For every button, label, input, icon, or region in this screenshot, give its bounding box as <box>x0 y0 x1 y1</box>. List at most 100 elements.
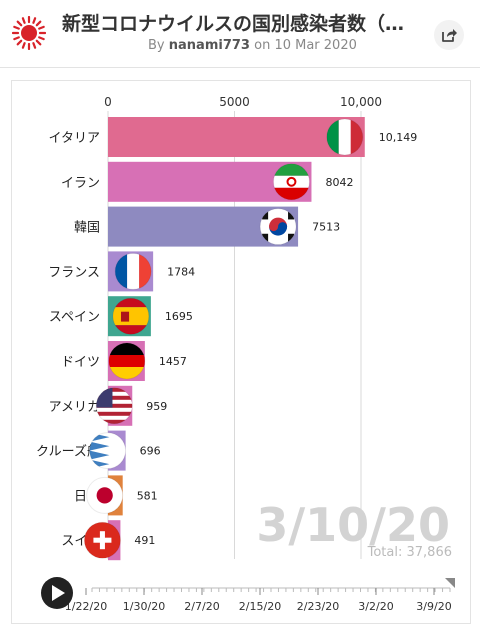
timeline-date-label: 1/30/20 <box>123 600 165 613</box>
bar <box>108 117 365 157</box>
flag-part <box>108 367 145 379</box>
category-label: アメリカ <box>49 400 100 415</box>
category-label: 韓国 <box>74 221 100 236</box>
germany-flag-icon <box>108 343 145 379</box>
byline-prefix: By <box>148 38 165 53</box>
timeline-date-label: 1/22/20 <box>65 600 107 613</box>
timeline-date-label: 3/9/20 <box>416 600 451 613</box>
page-title: 新型コロナウイルスの国別感染者数（中… <box>62 13 422 35</box>
flag-outline <box>83 521 121 559</box>
flag-stripe <box>96 415 133 421</box>
header: 新型コロナウイルスの国別感染者数（中… By nanami773 on 10 M… <box>0 0 480 66</box>
bar-chart-race: 0 5000 10,000 イタリア 10,149 イラン 8042 韓国 7513 フランス 17… <box>36 95 455 613</box>
flag-part <box>350 119 363 155</box>
value-label: 491 <box>134 534 155 547</box>
timeline-date-label: 2/7/20 <box>184 600 219 613</box>
flag-part <box>108 343 145 355</box>
category-label: クルーズ船 <box>36 444 100 460</box>
trigram <box>288 211 295 220</box>
flag-outline <box>259 208 297 246</box>
value-label: 581 <box>137 489 158 502</box>
trigram <box>262 233 269 242</box>
flag-outline <box>114 252 152 290</box>
timeline-date-label: 3/2/20 <box>358 600 393 613</box>
taegeuk-dot <box>269 222 279 232</box>
flag-stripe <box>96 411 133 417</box>
flag-outline <box>95 387 133 425</box>
category-label: スペイン <box>49 310 100 325</box>
current-date-watermark: 3/10/20 <box>256 498 450 552</box>
south-korea-flag-icon <box>260 208 297 245</box>
category-label: イラン <box>61 176 100 191</box>
category-label: ドイツ <box>61 355 100 370</box>
play-icon <box>52 585 65 601</box>
flag-outline <box>108 342 146 380</box>
category-label: フランス <box>48 265 100 280</box>
flag-part <box>115 253 128 290</box>
flag-part <box>139 253 152 290</box>
timeline-date-label: 2/23/20 <box>297 600 339 613</box>
x-tick-label: 5000 <box>219 95 250 109</box>
italy-flag-icon <box>326 119 363 155</box>
share-icon <box>442 29 457 42</box>
flag-part <box>273 163 310 176</box>
flag-outline <box>326 118 364 156</box>
flag-stripe <box>96 395 133 401</box>
flag-part <box>112 298 149 308</box>
header-divider <box>0 67 480 68</box>
trigram <box>262 211 269 220</box>
france-flag-icon <box>115 253 152 290</box>
value-label: 1457 <box>159 355 187 368</box>
timeline-handle[interactable] <box>445 578 455 588</box>
japan-flag-icon <box>86 477 123 514</box>
flag-outline <box>86 476 124 514</box>
spain-flag-icon <box>112 298 149 335</box>
flag-part <box>273 187 310 200</box>
total-count: Total: 37,866 <box>367 545 452 560</box>
value-label: 959 <box>146 400 167 413</box>
share-button[interactable] <box>434 20 464 50</box>
flag-stripe <box>96 387 133 393</box>
flag-outline <box>89 432 127 470</box>
flag-part <box>326 119 339 155</box>
flag-cross <box>93 537 112 543</box>
flag-outline <box>272 163 310 201</box>
category-label: イタリア <box>49 131 100 146</box>
author-link[interactable]: nanami773 <box>168 38 250 53</box>
flag-stripe <box>96 419 133 424</box>
value-label: 696 <box>140 445 161 458</box>
value-label: 7513 <box>312 221 340 234</box>
hinomaru <box>96 487 113 504</box>
value-label: 8042 <box>325 176 353 189</box>
flag-part <box>112 307 149 326</box>
value-label: 10,149 <box>379 131 418 144</box>
flag-outline <box>112 297 150 335</box>
timeline-date-label: 2/15/20 <box>239 600 281 613</box>
flag-emblem <box>286 176 297 187</box>
byline-on: on <box>254 38 271 53</box>
play-button[interactable] <box>41 577 73 609</box>
flag-stripe <box>96 403 133 409</box>
flag-stripe <box>96 407 133 413</box>
byline: By nanami773 on 10 Mar 2020 <box>148 38 357 53</box>
flag-part <box>338 119 351 155</box>
publish-date: 10 Mar 2020 <box>274 38 357 53</box>
flag-stripe <box>96 391 133 397</box>
x-tick-label: 0 <box>104 95 112 109</box>
trigram <box>288 233 295 242</box>
wave-shape <box>89 450 110 460</box>
flag-part <box>112 325 149 335</box>
flag-stripe <box>96 399 133 405</box>
flag-part <box>273 175 310 188</box>
x-tick-label: 10,000 <box>340 95 382 109</box>
value-label: 1695 <box>165 310 193 323</box>
flag-part <box>108 355 145 367</box>
wave-shape <box>89 441 110 451</box>
red-sun-logo-icon <box>12 16 46 50</box>
flag-part <box>127 253 140 290</box>
taegeuk-dot <box>278 222 288 232</box>
flag-emblem <box>120 311 130 322</box>
value-label: 1784 <box>167 265 195 278</box>
iran-flag-icon <box>273 163 310 200</box>
chart-card: 0 5000 10,000 イタリア 10,149 イラン 8042 韓国 7513 フランス 17… <box>11 80 471 624</box>
